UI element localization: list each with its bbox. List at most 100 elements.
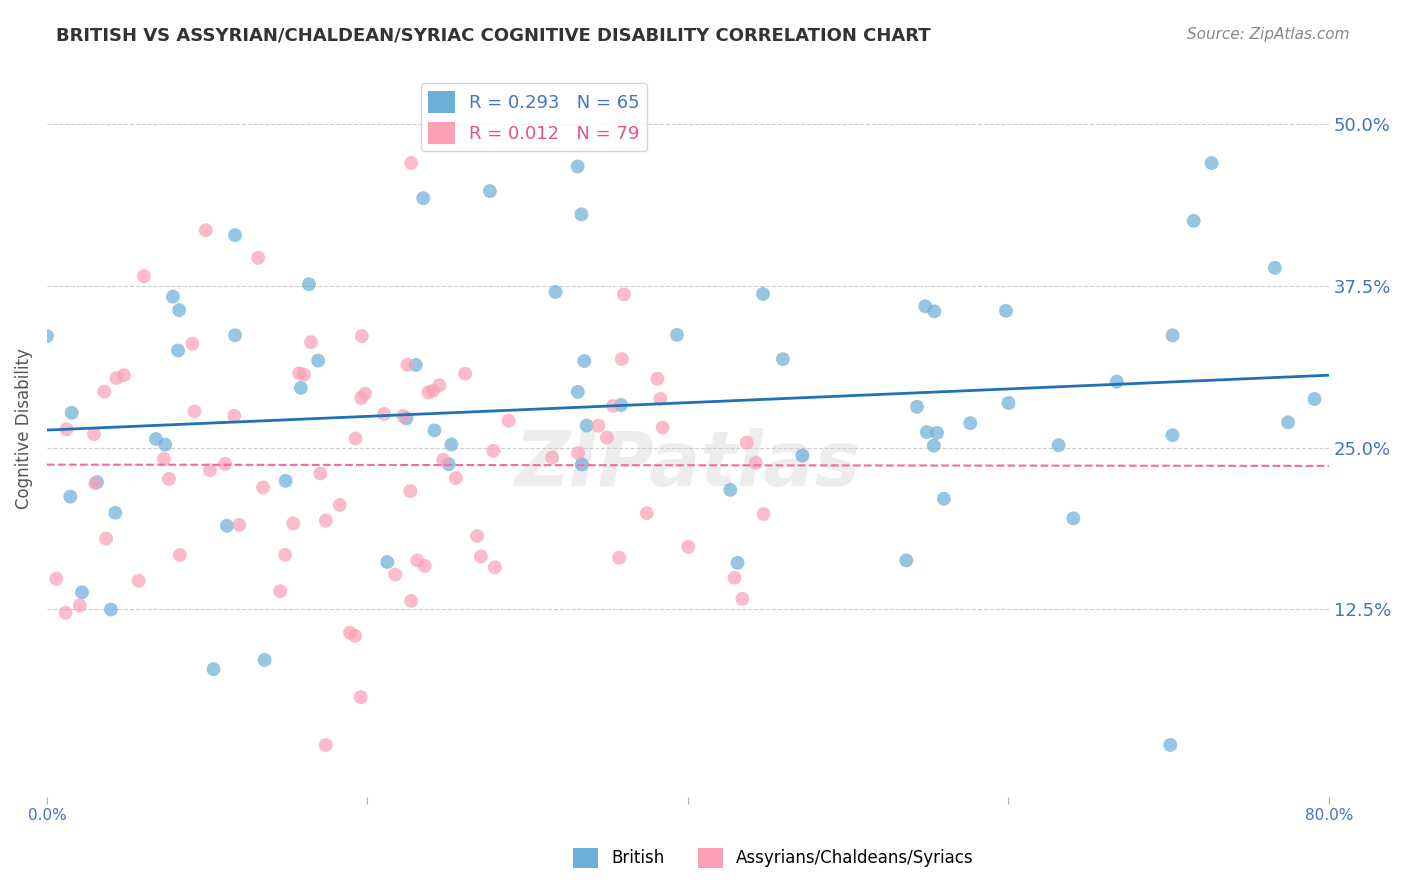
Legend: R = 0.293   N = 65, R = 0.012   N = 79: R = 0.293 N = 65, R = 0.012 N = 79 (420, 83, 647, 151)
British (1277, 415, 1299, 429)
Assyrians/Chaldeans/Syriacs (315, 738, 337, 752)
Assyrians/Chaldeans/Syriacs (194, 223, 217, 237)
British (1161, 328, 1184, 343)
British (437, 457, 460, 471)
British (100, 602, 122, 616)
British (932, 491, 955, 506)
Assyrians/Chaldeans/Syriacs (83, 427, 105, 442)
British (395, 411, 418, 425)
Assyrians/Chaldeans/Syriacs (596, 431, 619, 445)
Assyrians/Chaldeans/Syriacs (309, 467, 332, 481)
British (1105, 375, 1128, 389)
British (997, 396, 1019, 410)
Text: ZIPatlas: ZIPatlas (515, 428, 860, 502)
British (925, 425, 948, 440)
British (405, 358, 427, 372)
British (59, 490, 82, 504)
Assyrians/Chaldeans/Syriacs (93, 384, 115, 399)
Assyrians/Chaldeans/Syriacs (329, 498, 352, 512)
Assyrians/Chaldeans/Syriacs (752, 507, 775, 521)
Assyrians/Chaldeans/Syriacs (678, 540, 700, 554)
Assyrians/Chaldeans/Syriacs (454, 367, 477, 381)
Assyrians/Chaldeans/Syriacs (55, 606, 77, 620)
British (1161, 428, 1184, 442)
Assyrians/Chaldeans/Syriacs (183, 404, 205, 418)
Assyrians/Chaldeans/Syriacs (350, 329, 373, 343)
Assyrians/Chaldeans/Syriacs (344, 432, 367, 446)
British (994, 303, 1017, 318)
Assyrians/Chaldeans/Syriacs (636, 506, 658, 520)
British (1047, 438, 1070, 452)
Text: BRITISH VS ASSYRIAN/CHALDEAN/SYRIAC COGNITIVE DISABILITY CORRELATION CHART: BRITISH VS ASSYRIAN/CHALDEAN/SYRIAC COGN… (56, 27, 931, 45)
British (104, 506, 127, 520)
Assyrians/Chaldeans/Syriacs (651, 420, 673, 434)
British (896, 553, 918, 567)
British (567, 384, 589, 399)
British (167, 343, 190, 358)
British (914, 299, 936, 313)
Assyrians/Chaldeans/Syriacs (602, 399, 624, 413)
Y-axis label: Cognitive Disability: Cognitive Disability (15, 348, 32, 508)
Assyrians/Chaldeans/Syriacs (69, 599, 91, 613)
British (575, 418, 598, 433)
British (772, 352, 794, 367)
Assyrians/Chaldeans/Syriacs (247, 251, 270, 265)
Assyrians/Chaldeans/Syriacs (228, 517, 250, 532)
Assyrians/Chaldeans/Syriacs (396, 358, 419, 372)
Assyrians/Chaldeans/Syriacs (153, 452, 176, 467)
British (60, 406, 83, 420)
Assyrians/Chaldeans/Syriacs (482, 443, 505, 458)
British (215, 518, 238, 533)
Assyrians/Chaldeans/Syriacs (283, 516, 305, 531)
British (253, 653, 276, 667)
Assyrians/Chaldeans/Syriacs (731, 591, 754, 606)
Assyrians/Chaldeans/Syriacs (132, 269, 155, 284)
British (610, 398, 633, 412)
British (375, 555, 398, 569)
British (307, 353, 329, 368)
British (35, 329, 58, 343)
Assyrians/Chaldeans/Syriacs (350, 391, 373, 405)
British (905, 400, 928, 414)
Assyrians/Chaldeans/Syriacs (214, 457, 236, 471)
Assyrians/Chaldeans/Syriacs (399, 594, 422, 608)
Assyrians/Chaldeans/Syriacs (339, 625, 361, 640)
British (202, 662, 225, 676)
British (162, 290, 184, 304)
Assyrians/Chaldeans/Syriacs (567, 446, 589, 460)
British (544, 285, 567, 299)
Assyrians/Chaldeans/Syriacs (470, 549, 492, 564)
British (290, 381, 312, 395)
British (567, 160, 589, 174)
Legend: British, Assyrians/Chaldeans/Syriacs: British, Assyrians/Chaldeans/Syriacs (567, 841, 980, 875)
Assyrians/Chaldeans/Syriacs (444, 471, 467, 485)
Assyrians/Chaldeans/Syriacs (422, 384, 444, 398)
Assyrians/Chaldeans/Syriacs (418, 385, 440, 400)
British (924, 304, 946, 318)
Assyrians/Chaldeans/Syriacs (252, 480, 274, 494)
Assyrians/Chaldeans/Syriacs (427, 378, 450, 392)
British (752, 287, 775, 301)
British (86, 475, 108, 489)
Assyrians/Chaldeans/Syriacs (181, 336, 204, 351)
British (1182, 214, 1205, 228)
British (571, 458, 593, 472)
British (440, 437, 463, 451)
British (1264, 260, 1286, 275)
British (1303, 392, 1326, 406)
British (274, 474, 297, 488)
Assyrians/Chaldeans/Syriacs (610, 352, 633, 367)
Assyrians/Chaldeans/Syriacs (45, 572, 67, 586)
Assyrians/Chaldeans/Syriacs (350, 690, 373, 705)
British (167, 303, 190, 318)
Assyrians/Chaldeans/Syriacs (735, 435, 758, 450)
British (571, 207, 593, 221)
Assyrians/Chaldeans/Syriacs (315, 514, 337, 528)
British (70, 585, 93, 599)
British (298, 277, 321, 292)
Assyrians/Chaldeans/Syriacs (55, 422, 77, 436)
British (959, 416, 981, 430)
Assyrians/Chaldeans/Syriacs (112, 368, 135, 383)
Assyrians/Chaldeans/Syriacs (128, 574, 150, 588)
Assyrians/Chaldeans/Syriacs (465, 529, 488, 543)
